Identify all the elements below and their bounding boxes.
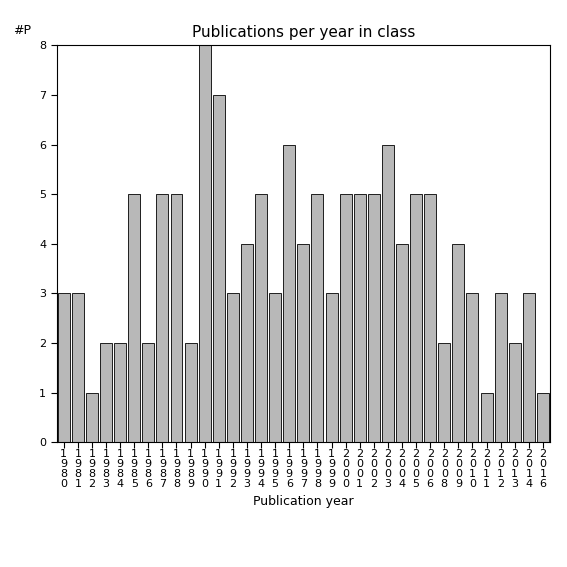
Bar [467,294,479,442]
Bar [114,343,126,442]
Bar [311,194,323,442]
Bar [537,393,549,442]
Bar [128,194,140,442]
Bar [354,194,366,442]
Bar [438,343,450,442]
X-axis label: Publication year: Publication year [253,495,354,508]
Y-axis label: #P: #P [13,24,31,37]
Bar [72,294,84,442]
Bar [340,194,352,442]
Bar [58,294,70,442]
Bar [452,244,464,442]
Bar [396,244,408,442]
Bar [86,393,98,442]
Bar [213,95,225,442]
Bar [494,294,507,442]
Bar [198,45,211,442]
Bar [368,194,380,442]
Bar [171,194,183,442]
Title: Publications per year in class: Publications per year in class [192,25,415,40]
Bar [241,244,253,442]
Bar [481,393,493,442]
Bar [185,343,197,442]
Bar [325,294,337,442]
Bar [100,343,112,442]
Bar [424,194,436,442]
Bar [269,294,281,442]
Bar [284,145,295,442]
Bar [227,294,239,442]
Bar [523,294,535,442]
Bar [142,343,154,442]
Bar [410,194,422,442]
Bar [156,194,168,442]
Bar [297,244,310,442]
Bar [509,343,521,442]
Bar [382,145,394,442]
Bar [255,194,267,442]
